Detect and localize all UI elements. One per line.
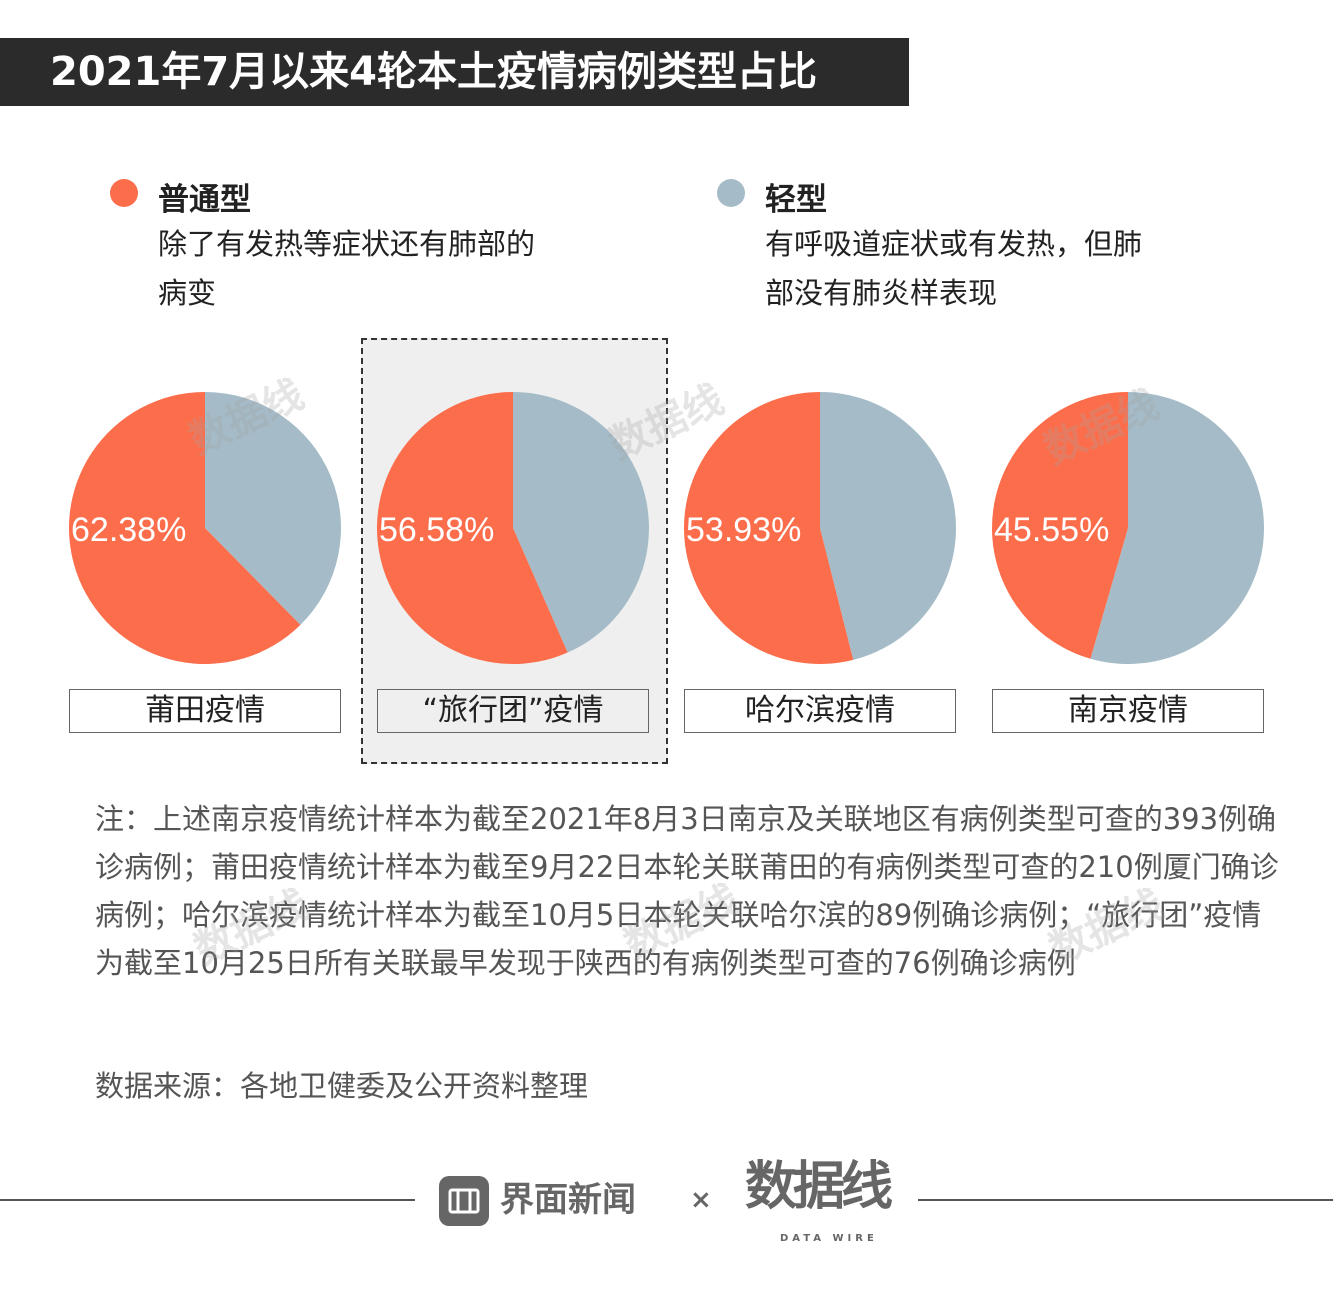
legend-desc-putong: 除了有发热等症状还有肺部的 病变 [158,220,535,318]
legend-desc-qingxing: 有呼吸道症状或有发热，但肺 部没有肺炎样表现 [765,220,1142,318]
jiemian-logo-icon [439,1176,489,1226]
legend-dot-qingxing [717,179,745,207]
region-label-nanjing: 南京疫情 [992,689,1264,733]
footer-line-left [0,1199,415,1201]
pie-slice-putong [377,392,568,664]
pie-value-label: 56.58% [379,511,494,549]
pie-value-label: 62.38% [71,511,186,549]
pie-slice-qingxing [1090,391,1265,665]
legend-name-qingxing: 轻型 [765,182,827,218]
pie-slice-qingxing [513,392,649,653]
legend-desc-putong-line1: 除了有发热等症状还有肺部的 [158,227,536,261]
pie-slice-putong [68,392,301,664]
region-label-haerbin: 哈尔滨疫情 [684,689,956,733]
pie-value-label: 53.93% [686,511,801,549]
pie-charts: 62.38% 56.58% 53.93% 45.55% [68,391,1265,665]
footer-brand-datawire: 数据线 [745,1157,893,1217]
legend-dot-putong [110,179,138,207]
legend-desc-qingxing-line1: 有呼吸道症状或有发热，但肺 [765,227,1143,261]
footer-brand-jiemian: 界面新闻 [500,1180,636,1220]
region-label-putian: 莆田疫情 [69,689,341,733]
note-text: 注：上述南京疫情统计样本为截至2021年8月3日南京及关联地区有病例类型可查的3… [95,802,1279,980]
source-text: 数据来源：各地卫健委及公开资料整理 [95,1069,589,1103]
pie-slice-qingxing [820,392,956,660]
legend-name-putong: 普通型 [158,182,251,218]
chart-title: 2021年7月以来4轮本土疫情病例类型占比 [50,49,817,95]
footer-line-right [918,1199,1333,1201]
pie-slice-putong [684,392,854,664]
pie-slice-qingxing [205,392,341,625]
footer-times: × [690,1185,712,1215]
legend-desc-putong-line2: 病变 [158,276,217,310]
title-bar: 2021年7月以来4轮本土疫情病例类型占比 [0,38,909,106]
pie-value-label: 45.55% [994,511,1109,549]
footer-brand-datawire-sub: DATA WIRE [780,1233,878,1244]
legend-desc-qingxing-line2: 部没有肺炎样表现 [765,276,998,310]
region-label-lvxingtuan: “旅行团”疫情 [377,689,649,733]
pie-slice-putong [992,392,1128,659]
